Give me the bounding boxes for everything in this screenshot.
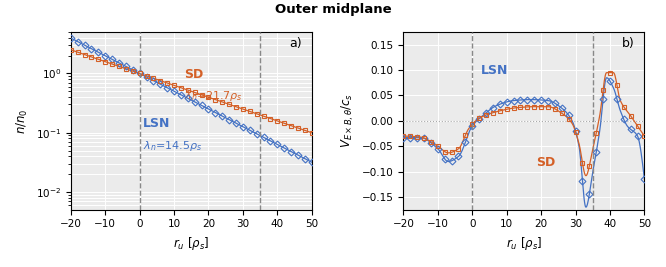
Y-axis label: $V_{E\times B,\theta}/c_s$: $V_{E\times B,\theta}/c_s$ xyxy=(340,93,356,148)
Text: a): a) xyxy=(290,37,302,50)
Text: SD: SD xyxy=(184,68,203,81)
Text: Outer midplane: Outer midplane xyxy=(274,3,392,16)
Text: $\lambda_n$=21.7$\rho_s$: $\lambda_n$=21.7$\rho_s$ xyxy=(184,89,242,103)
Text: LSN: LSN xyxy=(481,64,508,77)
X-axis label: $r_u\ [\rho_s]$: $r_u\ [\rho_s]$ xyxy=(173,235,210,252)
Text: b): b) xyxy=(622,37,635,50)
Y-axis label: $n/n_0$: $n/n_0$ xyxy=(15,108,30,134)
Text: $\lambda_n$=14.5$\rho_s$: $\lambda_n$=14.5$\rho_s$ xyxy=(143,139,202,153)
Text: SD: SD xyxy=(536,156,555,170)
Text: LSN: LSN xyxy=(143,117,170,130)
X-axis label: $r_u\ [\rho_s]$: $r_u\ [\rho_s]$ xyxy=(505,235,542,252)
